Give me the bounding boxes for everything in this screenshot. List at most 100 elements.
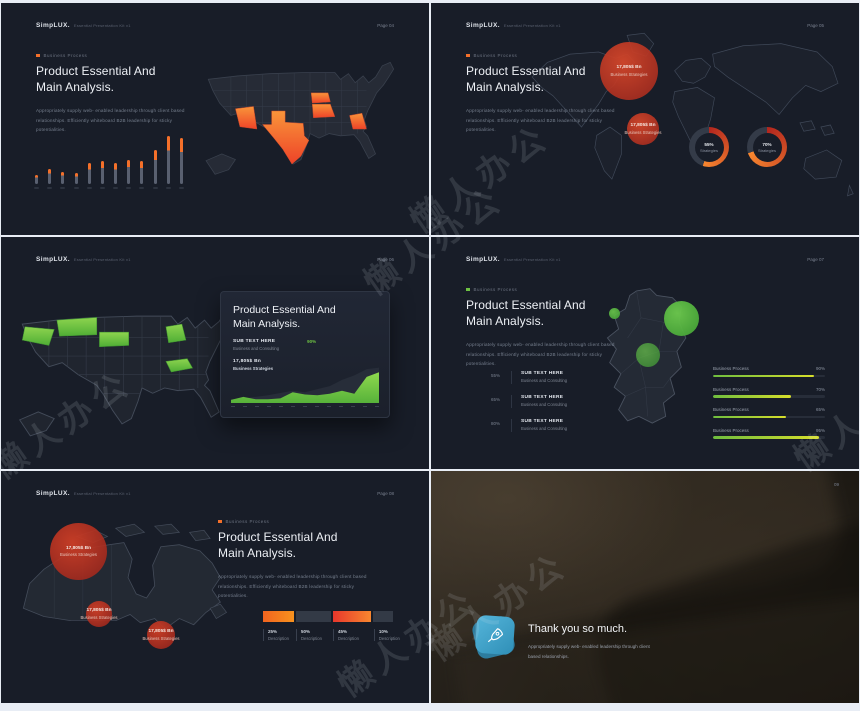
eyebrow-label: Business Process [225,519,270,524]
page-number: Page 07 [807,257,824,262]
progress-row: Business Process 70% [713,387,825,398]
page-number: 09 [833,482,839,487]
slide-4-germany: SimpLUX. Essential Presentation Kit v1 Pa… [431,237,859,469]
stacked-segment [332,611,372,622]
bar [60,172,66,189]
bullet-icon [36,53,40,58]
eyebrow-label: Business Process [473,53,518,58]
text-block: Business Process Product Essential And Ma… [36,53,191,135]
data-bubble: 17,805$ Bn Business Strategies [143,621,180,649]
eyebrow-label: Business Process [43,53,88,58]
slide-header: SimpLUX. Essential Presentation Kit v1 Pa… [36,482,394,500]
data-bubble: 17,805$ Bn Business Strategies [600,42,658,100]
slide-header: SimpLUX. Essential Presentation Kit v1 Pa… [36,14,394,32]
legend-item: 25% Description [263,629,296,641]
text-block: Business Process Product Essential And Ma… [218,519,378,601]
bullet-icon [466,53,470,58]
bar [113,163,119,189]
slide-title: Product Essential And Main Analysis. [218,530,338,560]
bar [165,136,171,189]
data-circle [664,301,699,336]
usa-map [9,283,275,461]
page-number: Page 04 [377,23,394,28]
stacked-segment [263,611,294,622]
slide-body: Appropriately supply web- enabled leader… [466,108,615,133]
canada-map [9,511,245,683]
brand-logo: SimpLUX. [36,256,70,263]
legend-item: 45% Description [332,629,374,641]
bar [34,175,39,189]
area-chart [231,365,379,410]
thank-you-title: Thank you so much. [528,623,628,635]
slide-body: Appropriately supply web- enabled leader… [36,108,185,133]
data-bubble: 17,805$ Bn Business Strategies [50,523,107,580]
bar-label-tick [178,187,184,189]
page-number: Page 06 [377,257,394,262]
progress-row: Business Process 65% [713,407,825,418]
panel-title: Product Essential And Main Analysis. [233,304,336,330]
brand-logo: SimpLUX. [466,22,500,29]
bar [139,161,145,189]
donut-chart: 70% Strategies [747,127,787,167]
slide-body: Appropriately supply web- enabled leader… [218,574,367,599]
stacked-bar-legend: 25% Description 50% Description 45% Descripti… [263,629,400,641]
bar [47,169,53,189]
progress-list: Business Process 90% Business Process 70% … [713,366,825,448]
data-circle [636,343,660,367]
info-panel: Product Essential And Main Analysis. SUB … [220,291,390,418]
bar-label-tick [34,187,39,189]
slide-title: Product Essential And Main Analysis. [36,64,156,94]
bar [178,138,184,189]
brand-logo: SimpLUX. [36,22,70,29]
bar-label-tick [99,187,105,189]
slide-title: Product Essential And Main Analysis. [466,298,586,328]
bar-label-tick [73,187,79,189]
stat-row: 80% SUB TEXT HERE Business and Consulting [491,419,568,432]
bullet-icon [218,519,222,524]
bar-chart [34,123,184,189]
brand-subtitle: Essential Presentation Kit v1 [73,257,131,262]
page-number: Page 05 [807,23,824,28]
slide-header: SimpLUX. Essential Presentation Kit v1 Pa… [466,248,824,266]
slide-6-thank-you: 09 Thank you so much. Appropriately supp… [431,471,859,703]
alaska-shape [205,153,237,175]
slide-header: SimpLUX. Essential Presentation Kit v1 Pa… [466,14,824,32]
stat-list: 55% SUB TEXT HERE Business and Consulting… [491,371,626,443]
bar [152,150,158,189]
progress-row: Business Process 95% [713,428,825,439]
brand-logo: SimpLUX. [36,490,70,497]
text-block: Business Process Product Essential And Ma… [466,53,621,135]
bar-label-tick [60,187,66,189]
stacked-bar-chart [263,611,393,622]
stacked-segment [373,611,393,622]
alaska-shape [18,411,55,437]
data-bubble: 17,805$ Bn Business Strategies [81,601,118,627]
stat-row: 65% SUB TEXT HERE Business and Consulting [491,395,568,408]
bar [73,173,79,189]
slide-5-canada: SimpLUX. Essential Presentation Kit v1 Pa… [1,471,429,703]
bar [86,163,92,189]
bar-label-tick [152,187,158,189]
eyebrow-label: Business Process [473,287,518,292]
slide-title: Product Essential And Main Analysis. [466,64,586,94]
stacked-segment [296,611,331,622]
stat-row: 55% SUB TEXT HERE Business and Consulting [491,371,568,384]
bar [126,160,132,189]
slide-2-world-map: SimpLUX. Essential Presentation Kit v1 Pa… [431,3,859,235]
text-block: Business Process Product Essential And Ma… [466,287,621,369]
slide-3-usa-green: SimpLUX. Essential Presentation Kit v1 Pa… [1,237,429,469]
bar [99,161,105,189]
data-bubble: 17,805$ Bn Business Strategies [625,113,662,145]
slide-1-usa-orange: SimpLUX. Essential Presentation Kit v1 Pa… [1,3,429,235]
brand-subtitle: Essential Presentation Kit v1 [503,257,561,262]
panel-row: 17,805$ Bn Business Strategies [233,359,274,372]
slide-grid: SimpLUX. Essential Presentation Kit v1 Pa… [1,3,859,703]
legend-item: 50% Description [296,629,333,641]
percent-badge: 90% [307,339,317,345]
legend-item: 10% Description [373,629,400,641]
slide-body: Appropriately supply web- enabled leader… [466,342,615,367]
rocket-badge [470,611,519,661]
rocket-icon [487,627,503,642]
slide-header: SimpLUX. Essential Presentation Kit v1 Pa… [36,248,394,266]
